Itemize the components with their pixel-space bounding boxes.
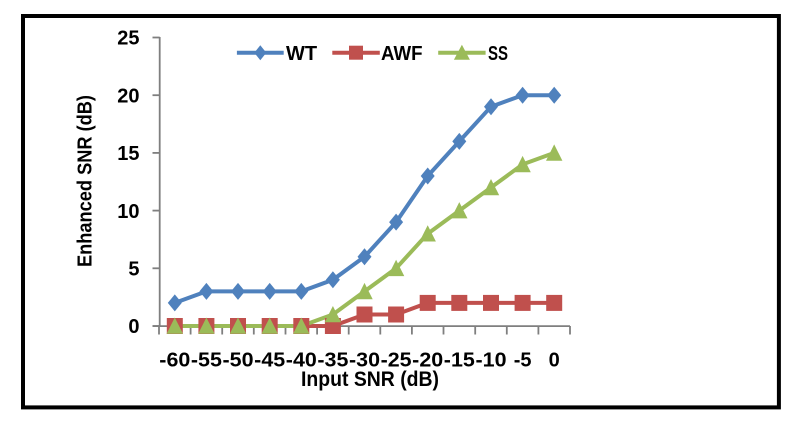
svg-text:-5: -5 <box>514 350 532 372</box>
svg-text:WT: WT <box>286 43 317 65</box>
svg-text:SS: SS <box>488 43 508 65</box>
svg-text:-40: -40 <box>286 350 317 372</box>
svg-text:Enhanced SNR (dB): Enhanced SNR (dB) <box>75 95 97 267</box>
svg-text:-50: -50 <box>223 350 254 372</box>
svg-text:5: 5 <box>128 259 139 281</box>
svg-text:-55: -55 <box>191 350 222 372</box>
svg-text:0: 0 <box>549 350 560 372</box>
svg-text:-20: -20 <box>412 350 443 372</box>
svg-text:Input SNR (dB): Input SNR (dB) <box>301 368 439 391</box>
svg-text:-10: -10 <box>476 350 507 372</box>
svg-text:-60: -60 <box>159 350 190 372</box>
svg-text:25: 25 <box>117 28 139 50</box>
svg-text:-45: -45 <box>254 350 285 372</box>
svg-text:-25: -25 <box>381 350 412 372</box>
svg-text:-30: -30 <box>349 350 380 372</box>
svg-text:AWF: AWF <box>381 43 423 65</box>
svg-text:0: 0 <box>128 316 139 338</box>
svg-text:-35: -35 <box>317 350 348 372</box>
svg-text:10: 10 <box>117 201 139 223</box>
svg-text:20: 20 <box>117 85 139 107</box>
svg-text:15: 15 <box>117 143 139 165</box>
svg-text:-15: -15 <box>444 350 475 372</box>
